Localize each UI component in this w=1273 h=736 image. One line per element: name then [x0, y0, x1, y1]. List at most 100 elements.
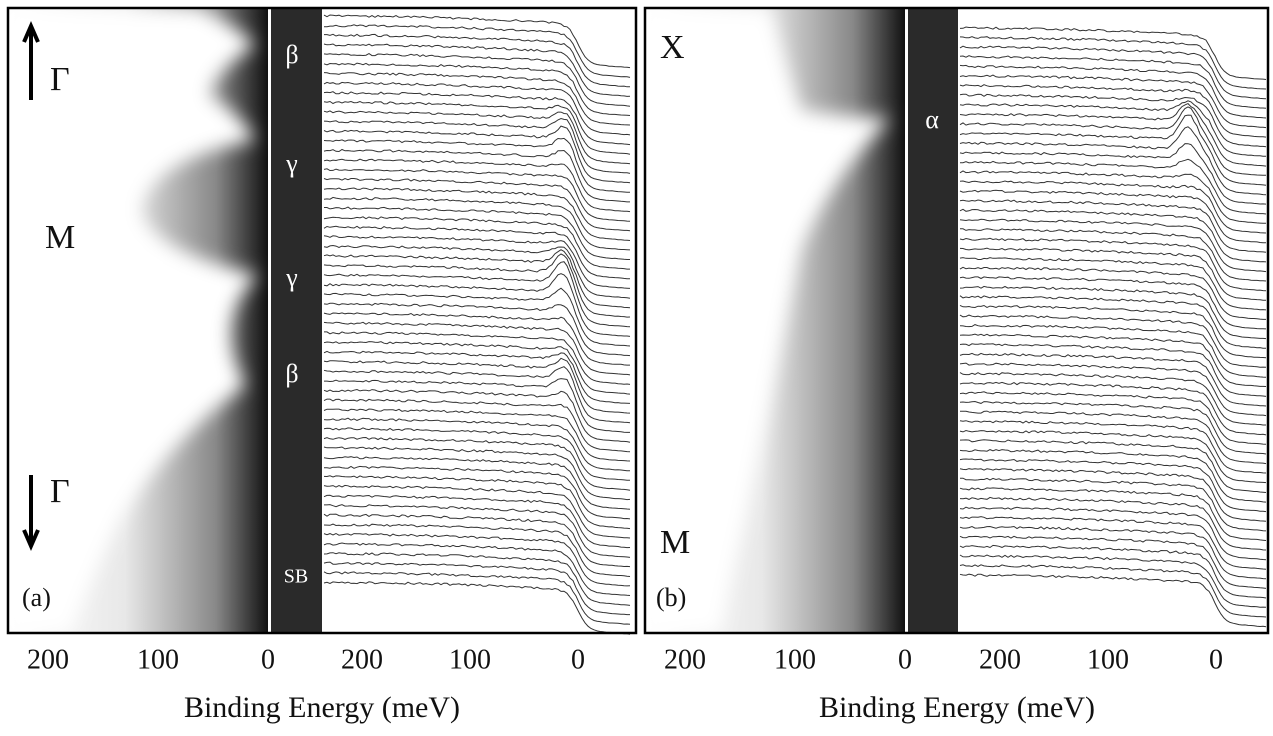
side-label: Γ — [50, 473, 70, 510]
tick-label: 200 — [27, 644, 69, 675]
edc-trace — [323, 581, 631, 635]
panel-tag: (a) — [22, 583, 51, 612]
edc-trace — [959, 106, 1267, 176]
edc-trace — [323, 117, 631, 174]
edc-trace — [323, 436, 631, 491]
intensity-map-a — [8, 8, 322, 633]
edc-trace — [323, 196, 631, 251]
edc-trace — [323, 388, 631, 443]
edc-trace — [323, 81, 631, 136]
tick-label: 200 — [664, 644, 706, 675]
edc-trace — [323, 513, 631, 568]
edc-trace — [323, 321, 631, 376]
edc-trace — [959, 573, 1267, 628]
edc-trace — [323, 456, 631, 510]
edc-trace — [959, 314, 1267, 368]
edc-trace — [959, 180, 1267, 234]
edc-trace — [959, 506, 1267, 561]
edc-trace — [323, 148, 630, 203]
edc-trace — [323, 287, 631, 347]
edc-trace — [323, 100, 631, 155]
edc-stack-b — [959, 26, 1267, 628]
edc-trace — [323, 62, 631, 116]
edc-trace — [323, 72, 631, 126]
band-label: β — [285, 40, 298, 69]
edc-trace — [323, 427, 631, 481]
edc-trace — [959, 487, 1267, 541]
edc-trace — [959, 535, 1267, 589]
edc-trace — [959, 276, 1267, 330]
edc-trace — [323, 350, 631, 404]
edc-trace — [959, 343, 1267, 397]
tick-label: 100 — [774, 644, 816, 675]
edc-trace — [323, 187, 631, 241]
edc-trace — [959, 496, 1267, 551]
edc-trace — [959, 554, 1267, 608]
edc-trace — [959, 228, 1267, 282]
edc-trace — [959, 352, 1267, 407]
edc-trace — [323, 53, 631, 107]
side-label: M — [660, 524, 690, 561]
tick-label: 100 — [137, 644, 179, 675]
band-label: α — [925, 105, 939, 134]
edc-trace — [323, 137, 630, 193]
edc-trace — [323, 14, 631, 69]
edc-trace — [959, 247, 1266, 301]
edc-trace — [959, 126, 1267, 196]
ticks-b: 200 100 0 200 100 0 — [664, 644, 1223, 675]
edc-trace — [959, 199, 1267, 253]
edc-trace — [323, 357, 631, 414]
edc-trace — [959, 143, 1267, 205]
edc-trace — [323, 398, 631, 453]
edc-trace — [323, 253, 631, 318]
edc-trace — [324, 465, 631, 520]
edc-trace — [959, 45, 1267, 100]
edc-trace — [323, 273, 631, 337]
edc-trace — [959, 381, 1267, 436]
edc-trace — [959, 93, 1267, 148]
frame-a — [6, 6, 638, 635]
edc-trace — [323, 235, 631, 289]
tick-label: 0 — [571, 644, 585, 675]
edc-trace — [323, 302, 631, 357]
edc-trace — [323, 571, 631, 625]
edc-trace — [959, 362, 1267, 417]
edc-trace — [323, 43, 631, 97]
edc-trace — [959, 304, 1267, 359]
edc-trace — [324, 504, 631, 558]
ticks-a: 200 100 0 200 100 0 — [27, 644, 585, 675]
edc-trace — [959, 295, 1266, 349]
edc-trace — [959, 372, 1266, 426]
edc-trace — [959, 449, 1267, 503]
edc-trace — [323, 484, 631, 539]
edc-trace — [323, 177, 631, 232]
edc-trace — [323, 542, 631, 596]
edc-trace — [959, 400, 1267, 455]
edc-trace — [323, 158, 631, 213]
edc-trace — [959, 333, 1267, 387]
edc-trace — [959, 26, 1267, 80]
edc-trace — [323, 341, 631, 395]
edc-trace — [959, 189, 1267, 244]
edc-trace — [324, 24, 631, 78]
edc-trace — [323, 249, 631, 309]
tick-label: 0 — [1209, 644, 1223, 675]
panel-tag: (b) — [656, 583, 686, 612]
edc-trace — [959, 218, 1267, 273]
tick-label: 0 — [261, 644, 275, 675]
edc-trace — [959, 391, 1267, 445]
frame-b — [643, 6, 1270, 635]
edc-trace — [323, 446, 631, 501]
arrow-down — [22, 475, 40, 551]
edc-trace — [323, 110, 631, 165]
edc-trace — [323, 475, 631, 530]
edc-trace — [324, 378, 630, 433]
edc-trace — [959, 36, 1267, 90]
edc-trace — [959, 114, 1267, 186]
side-label: M — [45, 219, 75, 256]
x-axis-label: Binding Energy (meV) — [184, 691, 460, 724]
edc-trace — [323, 561, 630, 616]
edc-trace — [323, 125, 631, 184]
edc-stack-a — [323, 14, 631, 635]
edc-trace — [960, 410, 1267, 465]
